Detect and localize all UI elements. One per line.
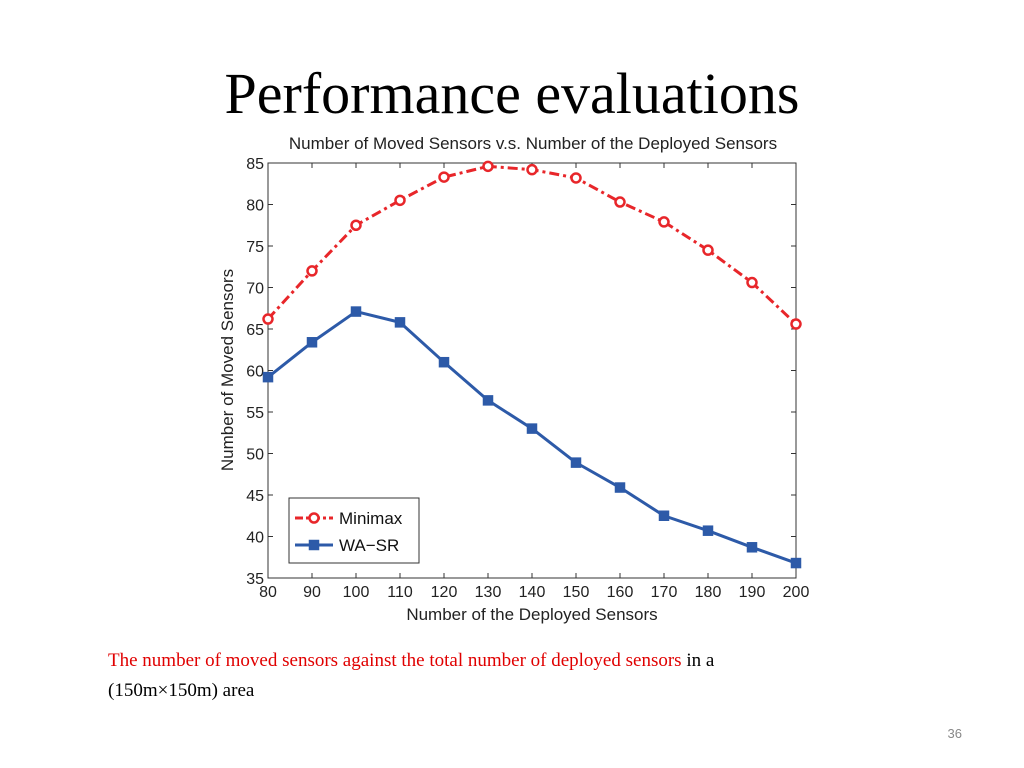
legend-label: WA−SR [339,536,399,555]
x-axis: 80 90 100 110 120 130 140 150 160 170 180 190 200 [259,163,809,601]
x-tick-label: 100 [343,584,370,601]
data-point [614,482,626,493]
y-axis-label: Number of Moved Sensors [218,269,237,471]
y-tick-label: 50 [246,447,264,464]
data-point [438,171,450,183]
x-tick-label: 150 [563,584,590,601]
data-point [702,525,714,536]
data-point [702,244,714,256]
data-point [614,196,626,208]
caption: The number of moved sensors against the … [108,646,948,706]
y-tick-label: 70 [246,281,264,298]
legend-box [288,497,420,564]
x-tick-label: 120 [431,584,458,601]
series-wa-sr [262,306,802,569]
data-point [790,557,802,569]
series-minimax [262,160,802,330]
data-point [262,371,274,383]
chart-title: Number of Moved Sensors v.s. Number of t… [289,134,777,153]
data-point [790,318,802,330]
x-tick-label: 90 [303,584,321,601]
x-tick-label: 200 [783,584,810,601]
series-layer [262,160,802,569]
line-chart: Number of Moved Sensors v.s. Number of t… [218,134,809,624]
slide-title: Performance evaluations [224,61,800,126]
x-tick-label: 130 [475,584,502,601]
data-point [306,265,318,277]
y-tick-label: 85 [246,156,264,173]
x-tick-label: 160 [607,584,634,601]
data-point [350,219,362,231]
data-point [394,317,406,328]
y-tick-label: 60 [246,364,264,381]
y-tick-label: 40 [246,530,264,547]
x-tick-label: 180 [695,584,722,601]
x-tick-label: 140 [519,584,546,601]
y-tick-label: 35 [246,571,264,588]
y-tick-label: 55 [246,405,264,422]
data-point [306,337,318,348]
x-tick-label: 170 [651,584,678,601]
data-point [482,160,494,173]
legend-label: Minimax [339,509,403,528]
slide-number: 36 [947,726,962,741]
y-tick-label: 80 [246,198,264,215]
x-tick-label: 80 [259,584,277,601]
legend: Minimax WA−SR [288,497,420,564]
caption-highlight: The number of moved sensors against the … [108,650,682,671]
data-point [262,313,274,325]
x-axis-label: Number of the Deployed Sensors [406,605,657,624]
data-point [658,510,670,521]
caption-rest-1: in a [681,650,715,671]
data-point [438,356,450,368]
data-point [526,163,538,176]
x-tick-label: 110 [387,584,413,601]
data-point [394,194,406,207]
y-axis: 35 40 45 50 55 60 65 70 75 80 85 [246,156,796,588]
data-point [570,172,582,184]
data-point [746,276,758,289]
x-tick-label: 190 [739,584,766,601]
y-tick-label: 65 [246,322,264,339]
data-point [658,216,670,228]
data-point [746,542,758,553]
legend-marker [308,512,320,524]
data-point [350,306,362,317]
legend-marker [308,539,320,551]
caption-rest-2: (150m×150m) area [108,680,255,701]
y-tick-label: 45 [246,488,264,505]
data-point [482,395,494,406]
data-point [570,457,582,468]
data-point [526,423,538,434]
y-tick-label: 75 [246,239,264,256]
